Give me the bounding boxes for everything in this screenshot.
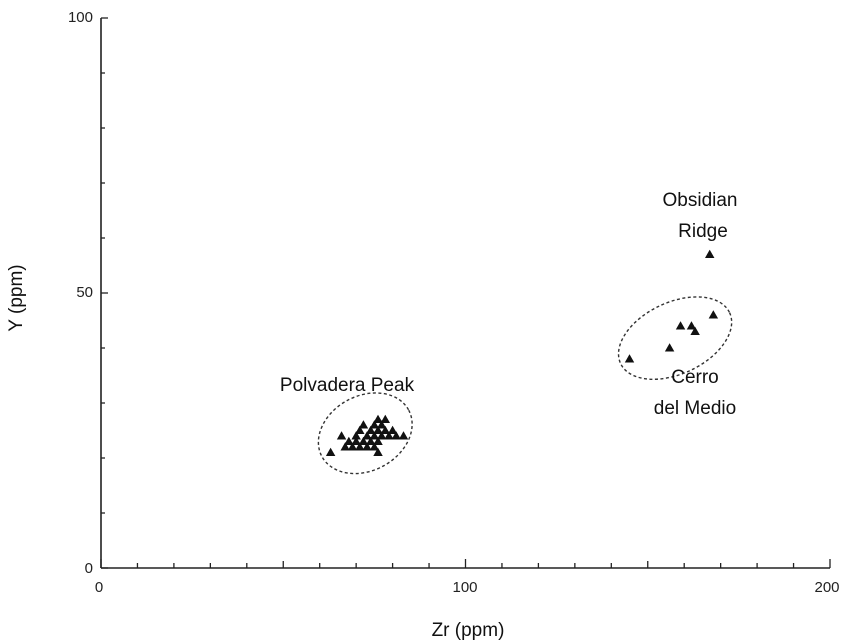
group-ellipses: [317, 296, 733, 475]
data-point-g0-1: [336, 431, 347, 440]
data-point-g0-26: [384, 431, 394, 440]
data-point-g0-8: [355, 425, 365, 434]
x-tick-label-200: 200: [814, 579, 839, 596]
annotation-cerro-line-2: del Medio: [654, 398, 736, 419]
data-point-g0-13: [366, 425, 376, 434]
data-point-g2-0: [704, 249, 715, 258]
data-point-g0-15: [369, 431, 380, 440]
data-point-g0-4: [347, 442, 358, 451]
data-point-g0-28: [391, 431, 401, 440]
x-tick-label-100: 100: [452, 579, 477, 596]
x-tick-label-0: 0: [95, 579, 103, 596]
group-ellipse-1: [617, 296, 733, 380]
data-point-g0-29: [398, 431, 409, 440]
data-point-g0-3: [344, 436, 354, 445]
data-point-g1-5: [708, 310, 719, 319]
data-point-g0-10: [358, 436, 369, 445]
data-point-g0-23: [376, 420, 387, 429]
data-point-g0-20: [373, 436, 383, 445]
data-point-g1-0: [624, 354, 635, 363]
data-point-g0-11: [362, 431, 372, 440]
data-point-g0-17: [369, 442, 380, 451]
x-axis-title: Zr (ppm): [432, 620, 505, 641]
plot-frame: [100, 18, 830, 569]
annotation-obsidian-line-1: Obsidian: [663, 190, 738, 211]
y-tick-label-100: 100: [68, 9, 93, 26]
y-tick-label-50: 50: [76, 284, 93, 301]
annotation-polvadera-peak: Polvadera Peak: [280, 375, 415, 396]
group-ellipse-0: [317, 392, 413, 475]
data-point-g0-19: [373, 425, 383, 434]
data-points: [325, 249, 719, 456]
data-point-g1-2: [675, 321, 686, 330]
annotation-obsidian-line-2: Ridge: [678, 221, 728, 242]
data-point-g0-16: [369, 420, 380, 429]
data-point-g0-6: [351, 436, 361, 445]
data-point-g0-12: [362, 442, 372, 451]
data-point-g1-1: [664, 343, 675, 352]
data-point-g0-7: [355, 442, 365, 451]
annotation-cerro-line-1: Cerro: [671, 367, 719, 388]
y-tick-label-0: 0: [85, 560, 93, 577]
data-point-g0-9: [358, 420, 369, 429]
data-point-g1-4: [690, 326, 700, 335]
data-point-g0-18: [373, 414, 383, 423]
y-axis-title: Y (ppm): [6, 264, 27, 331]
data-point-g0-25: [380, 414, 391, 423]
data-point-g0-27: [387, 425, 398, 434]
data-point-g0-22: [376, 431, 387, 440]
data-point-g0-21: [373, 447, 383, 456]
data-point-g0-2: [340, 442, 350, 451]
data-point-g1-3: [686, 321, 697, 330]
data-point-g0-24: [380, 425, 391, 434]
data-point-g0-0: [325, 447, 336, 456]
axis-ticks: [100, 17, 831, 569]
data-point-g0-14: [366, 436, 376, 445]
